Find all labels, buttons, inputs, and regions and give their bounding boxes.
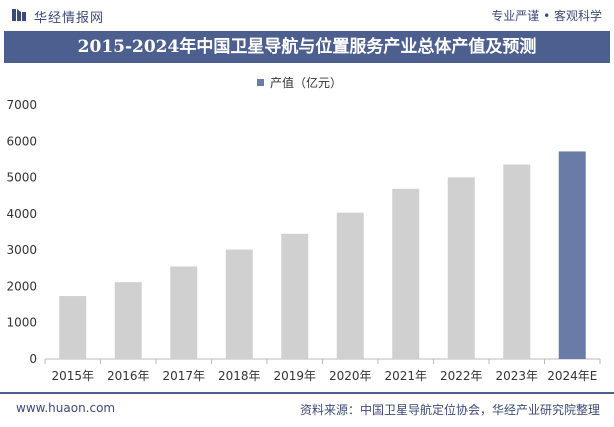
- x-tick-label: 2020年: [329, 369, 372, 383]
- bar-4: [225, 249, 253, 359]
- x-tick-label: 2022年: [440, 369, 483, 383]
- x-tick-label: 2018年: [218, 369, 261, 383]
- y-tick-label: 7000: [6, 98, 37, 112]
- x-tick-label: 2023年: [495, 369, 538, 383]
- brand-name: 华经情报网: [34, 11, 105, 26]
- footer-divider: [0, 392, 614, 394]
- x-tick-label: 2019年: [273, 369, 316, 383]
- bar-10: [558, 151, 586, 359]
- legend-swatch: [257, 79, 264, 86]
- bar-chart: 产值（亿元） 0 1000 2000 3000 4000 5000 6000 7000 201…: [6, 75, 601, 383]
- huajing-logo-icon: [12, 9, 26, 21]
- y-tick-label: 5000: [6, 171, 37, 185]
- x-tick-label: 2021年: [384, 369, 427, 383]
- bar-series: [59, 151, 586, 359]
- y-tick-label: 2000: [6, 279, 37, 293]
- x-axis: 2015年 2016年 2017年 2018年 2019年 2020年 2021年 2022年…: [44, 359, 601, 383]
- y-tick-label: 1000: [6, 316, 37, 330]
- brand-slogan: 专业严谨 • 客观科学: [491, 9, 602, 23]
- footer-website: www.huaon.com: [16, 401, 116, 415]
- bar-8: [447, 177, 475, 359]
- y-tick-label: 3000: [6, 243, 37, 257]
- chart-legend: 产值（亿元）: [257, 75, 342, 90]
- chart-title: 2015-2024年中国卫星导航与位置服务产业总体产值及预测: [4, 31, 610, 63]
- bar-9: [503, 164, 531, 359]
- footer-source: 资料来源：中国卫星导航定位协会，华经产业研究院整理: [299, 403, 600, 417]
- bar-7: [392, 188, 420, 359]
- y-tick-label: 0: [29, 352, 37, 366]
- header-bar: 华经情报网 专业严谨 • 客观科学: [0, 0, 614, 30]
- bar-5: [281, 233, 309, 359]
- x-tick-label: 2024年E: [547, 369, 597, 383]
- bar-2: [114, 282, 142, 359]
- y-tick-label: 4000: [6, 207, 37, 221]
- y-tick-label: 6000: [6, 134, 37, 148]
- x-tick-label: 2015年: [51, 369, 94, 383]
- legend-label: 产值（亿元）: [270, 75, 342, 90]
- bar-6: [336, 212, 364, 359]
- bar-1: [59, 296, 87, 359]
- bar-3: [170, 266, 198, 359]
- x-tick-label: 2017年: [162, 369, 205, 383]
- x-tick-label: 2016年: [107, 369, 150, 383]
